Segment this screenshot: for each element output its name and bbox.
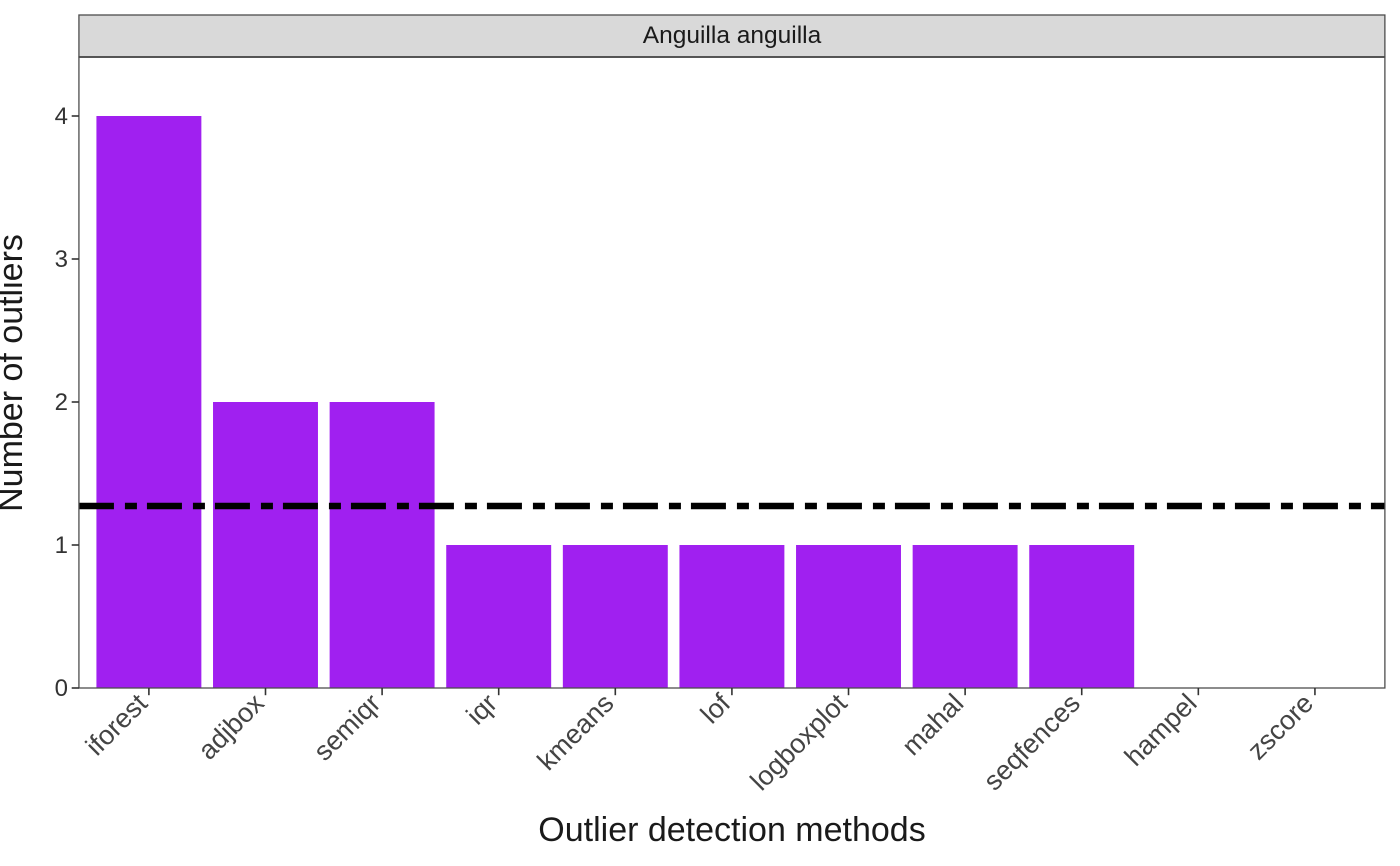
svg-text:0: 0 xyxy=(55,675,68,702)
svg-text:2: 2 xyxy=(55,389,68,416)
svg-text:Anguilla anguilla: Anguilla anguilla xyxy=(643,22,822,49)
svg-text:4: 4 xyxy=(55,103,68,130)
svg-text:Number of outliers: Number of outliers xyxy=(0,234,30,512)
svg-text:Outlier detection methods: Outlier detection methods xyxy=(538,811,925,849)
svg-text:3: 3 xyxy=(55,246,68,273)
svg-text:1: 1 xyxy=(55,532,68,559)
